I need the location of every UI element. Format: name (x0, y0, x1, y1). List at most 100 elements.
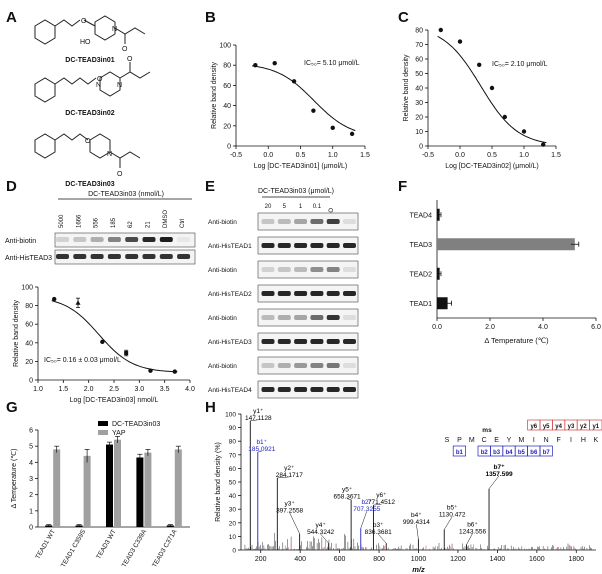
linker-chain-1b (83, 19, 96, 27)
y-tick-label: 0 (232, 548, 236, 555)
y-tick-label: 3 (29, 476, 33, 483)
x-tick-label: 800 (373, 556, 385, 563)
y-ion-label: y2 (580, 424, 587, 430)
blot-band (125, 237, 139, 242)
y-ion-label: y1 (592, 424, 599, 430)
blot-band (326, 315, 340, 320)
peak-label: y3⁺ (284, 501, 295, 508)
y-tick-label: 60 (229, 466, 237, 473)
data-point (457, 39, 463, 44)
y-tick-label: 50 (229, 480, 237, 487)
data-point (75, 300, 81, 305)
acryloyl-1 (114, 27, 146, 35)
lane-label: 62 (128, 221, 134, 228)
peak-label: y4⁺ (315, 522, 326, 529)
y-tick-label: 10 (229, 534, 237, 541)
sequence-residue: E (494, 437, 499, 444)
data-point (253, 62, 258, 68)
y-tick-label: 40 (229, 493, 237, 500)
y-tick-label: 4 (29, 460, 33, 467)
y-tick-label: 30 (415, 100, 423, 107)
blot-strip (257, 212, 359, 231)
peak-label: y1⁺ (253, 408, 264, 415)
blot-band (310, 315, 324, 320)
lane-label: 20 (265, 204, 272, 210)
sequence-residue: H (581, 437, 586, 444)
benzene-ring-1 (34, 19, 56, 45)
data-point (291, 79, 297, 84)
category-label: TEAD2 (409, 271, 432, 278)
x-tick-label: 1600 (529, 556, 545, 563)
blot-band (90, 254, 104, 259)
data-point (349, 131, 355, 137)
y-tick-label: 100 (225, 412, 236, 419)
category-label: TEAD3 C371A (151, 528, 179, 569)
data-point (272, 60, 277, 66)
blot-band (261, 339, 275, 344)
peak-leader (360, 511, 368, 529)
panel-e-header: DC-TEAD3in03 (μmol/L) (258, 188, 334, 195)
peak-label: 836.3681 (365, 529, 392, 536)
sequence-residue: I (570, 437, 572, 444)
blot-band (177, 237, 191, 242)
blot-band (343, 363, 356, 368)
atom-label: O (97, 76, 103, 83)
sequence-ms-label: ms (482, 427, 492, 434)
blot-strip (257, 236, 359, 255)
blot-band (343, 315, 356, 320)
blot-band (343, 339, 356, 344)
y-ion-label: y5 (543, 424, 550, 430)
blot-band (343, 291, 356, 296)
acryloyl-3 (109, 151, 141, 159)
blot-band (326, 339, 340, 344)
y-tick-label: 90 (229, 425, 237, 432)
atom-label: O (117, 171, 123, 178)
blot-band (159, 254, 173, 259)
bar (136, 457, 144, 527)
blot-band (310, 267, 324, 272)
data-point (477, 62, 482, 67)
blot-label: Anti-HisTEAD3 (5, 255, 52, 262)
blot-band (277, 219, 291, 224)
x-tick-label: 1.5 (58, 386, 68, 393)
b-ion-box (539, 445, 553, 457)
sequence-residue: P (457, 437, 462, 444)
x-axis-label: Log [DC-TEAD3in01] (μmol/L) (254, 163, 348, 170)
peak-label: y2⁺ (284, 465, 295, 472)
y-tick-label: 40 (415, 86, 423, 93)
blot-band (294, 291, 308, 296)
linker-chain-2 (54, 77, 97, 85)
blot-band (125, 254, 139, 259)
blot-band (177, 254, 191, 259)
atom-label: N (112, 26, 117, 33)
blot-band (326, 291, 340, 296)
panel-letter-g: G (6, 399, 18, 416)
peak-label: b6⁺ (467, 522, 478, 529)
blot-label: Anti-HisTEAD2 (208, 291, 252, 298)
x-tick-label: 3.5 (160, 386, 170, 393)
benzene-ring-2 (34, 77, 56, 103)
y-ion-label: y4 (555, 424, 562, 430)
x-axis-label: Log [DC-TEAD3in02] (μmol/L) (445, 163, 539, 170)
x-axis-label: Log [DC-TEAD3in03] nmol/L (70, 397, 159, 404)
b-ion-label: b2 (481, 450, 489, 456)
data-point (502, 114, 507, 120)
x-tick-label: 0.0 (263, 152, 273, 159)
blot-strip (257, 260, 359, 279)
blot-band (261, 363, 275, 368)
blot-band (310, 219, 324, 224)
data-point (148, 368, 153, 373)
x-tick-label: 1800 (568, 556, 584, 563)
peak-leader (444, 516, 453, 530)
peak-label: b5⁺ (447, 505, 458, 512)
x-tick-label: 4.0 (538, 324, 548, 331)
blot-band (277, 291, 291, 296)
b-ion-label: b1 (456, 450, 464, 456)
peak-label: b1⁺ (256, 439, 267, 446)
y-tick-label: 6 (29, 428, 33, 435)
y-tick-label: 0 (29, 378, 33, 385)
blot-band (142, 237, 156, 242)
sequence-residue: Y (507, 437, 512, 444)
ic50-annotation: IC₅₀= 0.16 ± 0.03 μmol/L (44, 357, 121, 364)
x-tick-label: 0.5 (487, 152, 497, 159)
